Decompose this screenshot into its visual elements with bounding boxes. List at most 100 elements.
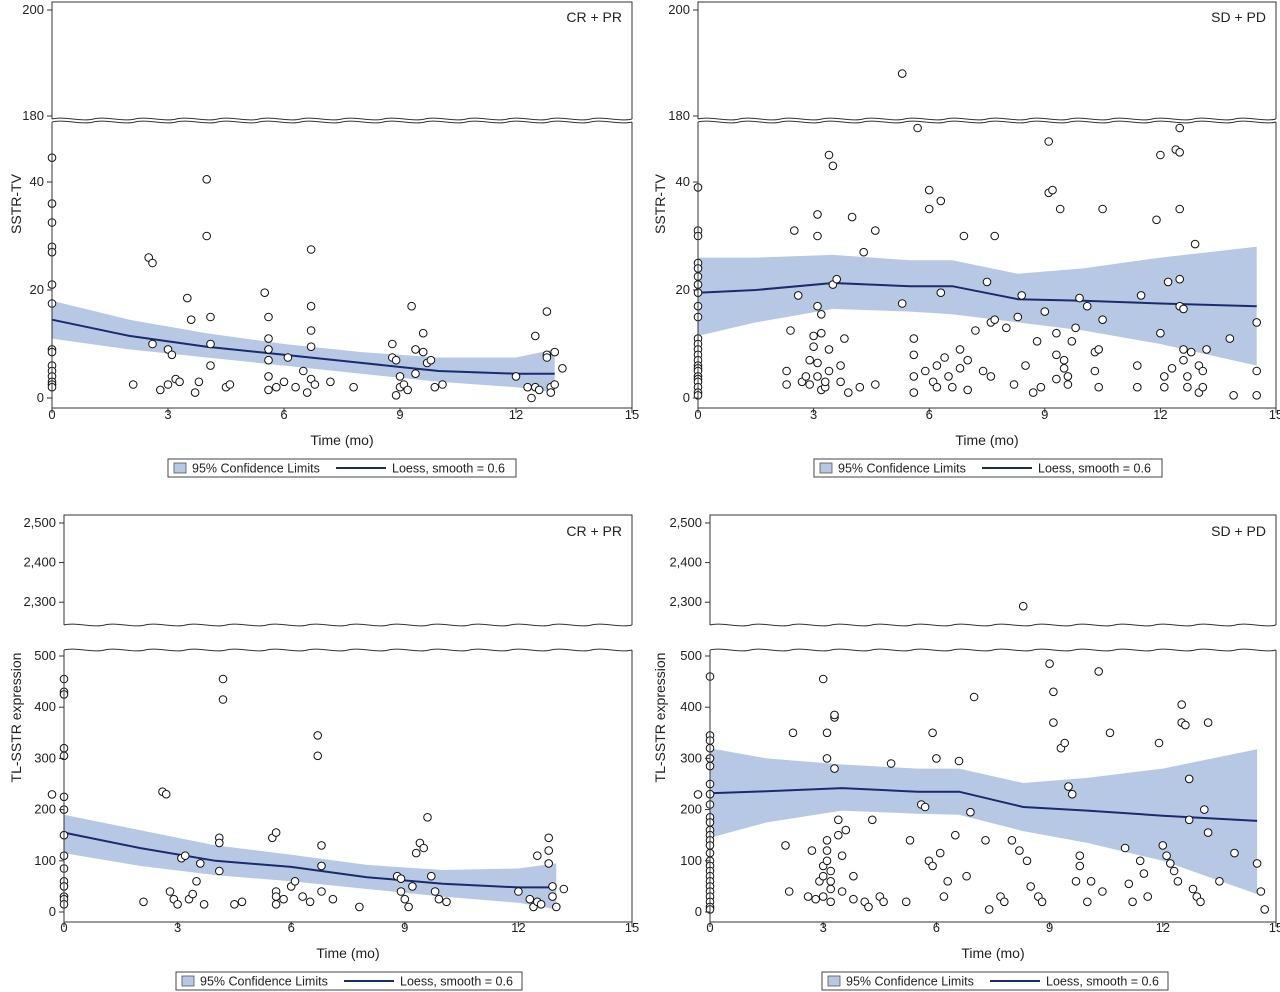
data-point [192, 877, 201, 886]
data-point [864, 902, 873, 912]
data-point [818, 892, 828, 901]
data-point [426, 355, 436, 365]
data-point [1167, 364, 1177, 373]
data-point [313, 751, 323, 761]
data-point [905, 836, 915, 845]
data-point [1094, 667, 1103, 676]
data-point [1160, 372, 1169, 381]
data-point [558, 364, 567, 373]
data-point [955, 364, 965, 373]
plot-frame-lower [709, 650, 1277, 923]
data-point [822, 754, 832, 763]
data-point [1045, 659, 1054, 669]
data-point [305, 897, 315, 907]
data-point [1152, 215, 1161, 225]
data-point [1203, 828, 1213, 837]
x-tick-label: 0 [694, 407, 701, 422]
data-point [1060, 738, 1069, 748]
data-point [837, 887, 847, 896]
data-point [404, 902, 413, 912]
data-point [813, 210, 822, 219]
data-point [542, 307, 552, 316]
data-point [536, 900, 546, 909]
data-point [820, 377, 830, 387]
data-point [419, 843, 429, 853]
data-point [306, 342, 316, 352]
axis-break-line [51, 117, 633, 121]
data-point [302, 388, 312, 397]
data-point [264, 355, 273, 365]
data-point [396, 874, 406, 884]
data-point [969, 692, 979, 702]
data-point [1052, 374, 1061, 384]
data-point [984, 905, 994, 914]
data-point [272, 382, 281, 392]
x-tick-label: 12 [509, 407, 523, 422]
legend-line-label: Loess, smooth = 0.6 [400, 975, 513, 989]
data-point [264, 334, 273, 343]
data-point [1183, 372, 1192, 381]
data-point [1169, 866, 1179, 876]
legend-band-label: 95% Confidence Limits [200, 975, 328, 989]
data-point [1252, 366, 1261, 376]
data-point [1083, 897, 1092, 907]
data-point [826, 866, 836, 876]
data-point [818, 674, 828, 684]
data-point [290, 877, 300, 886]
data-point [1162, 851, 1171, 861]
axis-break-line [709, 623, 1277, 627]
data-point [1049, 718, 1058, 727]
x-tick-label: 15 [1269, 920, 1280, 935]
data-point [313, 731, 323, 740]
y-tick-label-upper: 2,300 [669, 594, 702, 609]
data-point [291, 382, 300, 392]
data-point [781, 841, 790, 850]
x-tick-label: 12 [511, 920, 525, 935]
data-point [408, 882, 417, 891]
data-point [1135, 856, 1145, 866]
legend: 95% Confidence Limits Loess, smooth = 0.6 [821, 971, 1169, 991]
legend-band-swatch [819, 462, 833, 474]
confidence-band [710, 748, 1258, 895]
data-point [1067, 337, 1077, 346]
data-point [531, 331, 540, 341]
loess-line [63, 831, 557, 889]
data-point [430, 382, 440, 392]
data-point [932, 382, 942, 392]
data-point [271, 900, 281, 909]
data-point [1198, 366, 1208, 376]
data-point [271, 828, 281, 837]
axis-break-line [63, 623, 633, 627]
data-point [1124, 879, 1134, 889]
data-point [817, 310, 826, 319]
x-tick-label: 0 [60, 920, 67, 935]
data-point [163, 380, 173, 389]
data-point [544, 846, 554, 855]
x-tick-label: 0 [48, 407, 55, 422]
data-point [1063, 372, 1073, 381]
y-axis-title: SSTR-TV [652, 173, 668, 234]
data-point [418, 328, 428, 338]
data-point [1198, 382, 1208, 392]
data-point [1098, 204, 1107, 214]
data-point [897, 69, 907, 78]
data-point [813, 231, 822, 241]
data-point [924, 185, 934, 195]
data-point [202, 231, 211, 241]
data-point [1133, 382, 1142, 392]
legend-band-swatch [173, 462, 187, 474]
data-point [548, 892, 557, 901]
data-point [813, 301, 822, 311]
data-point [1064, 782, 1073, 791]
data-point [264, 312, 273, 322]
data-point [550, 347, 560, 357]
y-tick-label-upper: 2,500 [669, 515, 702, 530]
legend: 95% Confidence Limits Loess, smooth = 0.6 [167, 458, 517, 478]
data-point [981, 836, 990, 845]
data-point [525, 894, 535, 904]
data-point [196, 859, 205, 868]
legend-band-swatch [827, 975, 841, 987]
data-point [1007, 836, 1017, 845]
data-point [959, 231, 969, 241]
data-point [1128, 897, 1137, 907]
